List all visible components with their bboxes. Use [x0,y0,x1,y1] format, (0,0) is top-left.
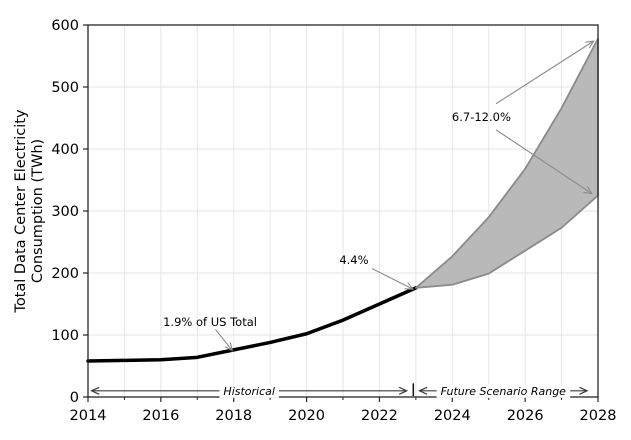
x-tick-label: 2020 [288,408,325,424]
y-tick-label: 0 [70,390,79,406]
x-tick-label: 2022 [361,408,398,424]
y-tick-label: 500 [51,80,79,96]
y-axis-label: Consumption (TWh) [30,139,46,283]
y-axis-label: Total Data Center Electricity [13,109,29,314]
range-label-bg [219,384,279,398]
range-label: Future Scenario Range [441,385,567,398]
x-tick-label: 2024 [434,408,471,424]
y-tick-label: 600 [51,18,79,34]
range-label: Historical [223,385,275,398]
y-tick-label: 100 [51,328,79,344]
annotation-arrow [215,329,234,352]
x-tick-label: 2028 [580,408,617,424]
x-tick-label: 2018 [215,408,252,424]
annotation-arrow [371,268,415,290]
future-scenario-band [414,37,599,289]
range-label-bg [436,384,571,398]
annotation-arrow [495,40,595,105]
annotation-text: 4.4% [339,253,368,267]
annotation-text: 1.9% of US Total [163,315,257,329]
axis-ticks: 2014 2016 2018 2020 2022 2024 2026 2028 0 100 200 3… [51,18,616,424]
x-tick-label: 2026 [507,408,544,424]
y-tick-label: 200 [51,266,79,282]
chart-root: 2014 2016 2018 2020 2022 2024 2026 2028 0 100 200 3… [13,18,616,424]
x-tick-label: 2016 [142,408,179,424]
historical-line [86,286,418,363]
x-tick-label: 2014 [70,408,107,424]
annotation-arrow [495,129,593,195]
y-tick-label: 400 [51,142,79,158]
annotation-text: 6.7-12.0% [452,110,511,124]
y-tick-label: 300 [51,204,79,220]
